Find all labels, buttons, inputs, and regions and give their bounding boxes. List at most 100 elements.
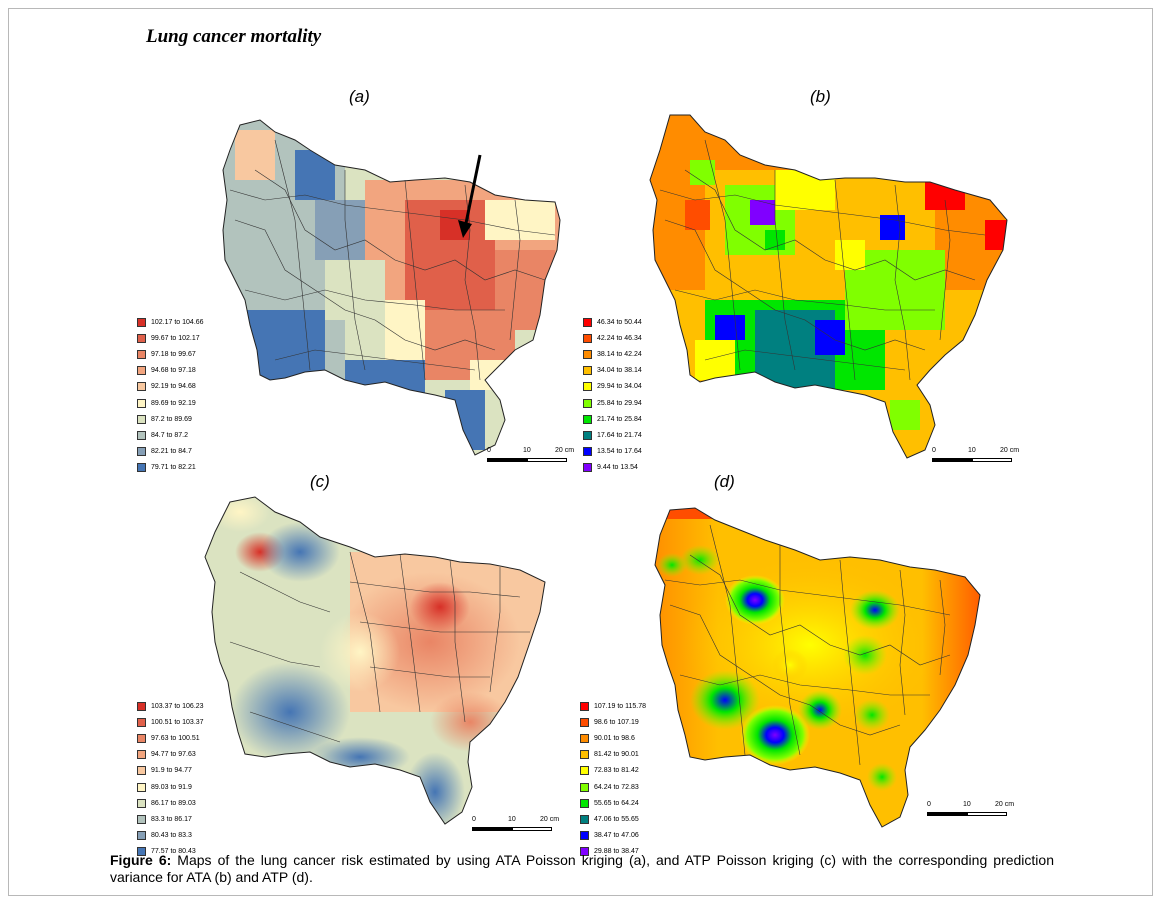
figure-frame — [8, 8, 1153, 896]
legend-swatch — [583, 430, 592, 440]
legend-label: 29.88 to 38.47 — [594, 848, 639, 856]
scalebar-panel-c: 0 10 20 cm — [472, 816, 562, 842]
legend-item: 81.42 to 90.01 — [580, 747, 646, 763]
legend-label: 80.43 to 83.3 — [151, 832, 192, 840]
legend-swatch — [583, 333, 592, 343]
figure-title: Lung cancer mortality — [146, 26, 322, 47]
legend-item: 9.44 to 13.54 — [583, 460, 642, 476]
legend-label: 21.74 to 25.84 — [597, 415, 642, 423]
legend-label: 83.3 to 86.17 — [151, 815, 192, 823]
legend-item: 90.01 to 98.6 — [580, 730, 646, 746]
scale-tick-label: 0 — [487, 447, 491, 454]
legend-label: 107.19 to 115.78 — [594, 702, 647, 710]
scale-bar-segment-black — [927, 812, 967, 816]
legend-swatch — [137, 831, 146, 841]
legend-label: 90.01 to 98.6 — [594, 734, 635, 742]
legend-item: 42.24 to 46.34 — [583, 330, 642, 346]
legend-panel-d: 107.19 to 115.78 98.6 to 107.19 90.01 to 9… — [580, 698, 646, 860]
legend-item: 84.7 to 87.2 — [137, 427, 204, 443]
legend-panel-b: 46.34 to 50.44 42.24 to 46.34 38.14 to 42.… — [583, 314, 642, 476]
legend-swatch — [137, 333, 146, 343]
legend-swatch — [583, 398, 592, 408]
legend-swatch — [583, 414, 592, 424]
legend-label: 13.54 to 17.64 — [597, 448, 642, 456]
legend-label: 47.06 to 55.65 — [594, 815, 639, 823]
legend-swatch — [583, 366, 592, 376]
legend-label: 55.65 to 64.24 — [594, 799, 639, 807]
scale-tick-label: 20 cm — [540, 816, 560, 823]
scale-bar-segment-white — [972, 458, 1012, 462]
legend-label: 89.69 to 92.19 — [151, 399, 196, 407]
legend-item: 77.57 to 80.43 — [137, 844, 204, 860]
legend-item: 47.06 to 55.65 — [580, 811, 646, 827]
figure-caption: Figure 6: Maps of the lung cancer risk e… — [110, 852, 1054, 886]
legend-item: 72.83 to 81.42 — [580, 763, 646, 779]
legend-swatch — [583, 349, 592, 359]
legend-swatch — [583, 463, 592, 473]
legend-label: 103.37 to 106.23 — [151, 702, 204, 710]
legend-swatch — [580, 701, 589, 711]
legend-label: 38.47 to 47.06 — [594, 832, 639, 840]
scale-tick-label: 0 — [932, 447, 936, 454]
legend-item: 91.9 to 94.77 — [137, 763, 204, 779]
legend-item: 94.77 to 97.63 — [137, 747, 204, 763]
scalebar-panel-d: 0 10 20 cm — [927, 801, 1017, 827]
legend-label: 72.83 to 81.42 — [594, 767, 639, 775]
legend-item: 29.94 to 34.04 — [583, 379, 642, 395]
legend-item: 55.65 to 64.24 — [580, 795, 646, 811]
scale-bar-segment-white — [967, 812, 1007, 816]
legend-label: 79.71 to 82.21 — [151, 464, 196, 472]
scale-tick-label: 10 — [963, 801, 971, 808]
legend-label: 94.77 to 97.63 — [151, 751, 196, 759]
legend-item: 103.37 to 106.23 — [137, 698, 204, 714]
legend-label: 29.94 to 34.04 — [597, 383, 642, 391]
scale-tick-label: 10 — [508, 816, 516, 823]
legend-label: 97.63 to 100.51 — [151, 734, 200, 742]
map-panel-a — [222, 119, 561, 456]
legend-label: 9.44 to 13.54 — [597, 464, 638, 472]
scale-tick-label: 10 — [523, 447, 531, 454]
legend-panel-c: 103.37 to 106.23 100.51 to 103.37 97.63 to… — [137, 698, 204, 860]
legend-item: 38.14 to 42.24 — [583, 346, 642, 362]
map-panel-c — [204, 496, 546, 825]
scale-bar-segment-black — [487, 458, 527, 462]
scale-tick-label: 0 — [927, 801, 931, 808]
legend-swatch — [137, 750, 146, 760]
legend-swatch — [137, 366, 146, 376]
scale-bar-segment-white — [512, 827, 552, 831]
legend-swatch — [137, 733, 146, 743]
legend-item: 92.19 to 94.68 — [137, 379, 204, 395]
legend-swatch — [137, 430, 146, 440]
legend-item: 79.71 to 82.21 — [137, 460, 204, 476]
legend-swatch — [580, 847, 589, 857]
highlight-arrow — [463, 154, 482, 229]
legend-swatch — [137, 398, 146, 408]
legend-label: 64.24 to 72.83 — [594, 783, 639, 791]
map-panel-d — [654, 507, 981, 828]
legend-swatch — [137, 847, 146, 857]
legend-item: 94.68 to 97.18 — [137, 363, 204, 379]
scale-tick-label: 20 cm — [555, 447, 575, 454]
legend-swatch — [137, 317, 146, 327]
legend-swatch — [137, 382, 146, 392]
legend-item: 82.21 to 84.7 — [137, 444, 204, 460]
legend-swatch — [583, 317, 592, 327]
legend-item: 97.63 to 100.51 — [137, 730, 204, 746]
scale-bar-segment-white — [527, 458, 567, 462]
legend-item: 83.3 to 86.17 — [137, 811, 204, 827]
scale-tick-label: 20 cm — [995, 801, 1015, 808]
legend-label: 38.14 to 42.24 — [597, 350, 642, 358]
legend-swatch — [137, 701, 146, 711]
panel-a-label: (a) — [349, 87, 370, 106]
legend-swatch — [137, 766, 146, 776]
legend-item: 64.24 to 72.83 — [580, 779, 646, 795]
legend-item: 89.03 to 91.9 — [137, 779, 204, 795]
scalebar-panel-b: 0 10 20 cm — [932, 447, 1022, 473]
legend-item: 107.19 to 115.78 — [580, 698, 646, 714]
legend-label: 94.68 to 97.18 — [151, 367, 196, 375]
scale-tick-label: 0 — [472, 816, 476, 823]
legend-label: 84.7 to 87.2 — [151, 431, 188, 439]
legend-label: 86.17 to 89.03 — [151, 799, 196, 807]
caption-text: Maps of the lung cancer risk estimated b… — [110, 852, 1054, 885]
legend-item: 89.69 to 92.19 — [137, 395, 204, 411]
